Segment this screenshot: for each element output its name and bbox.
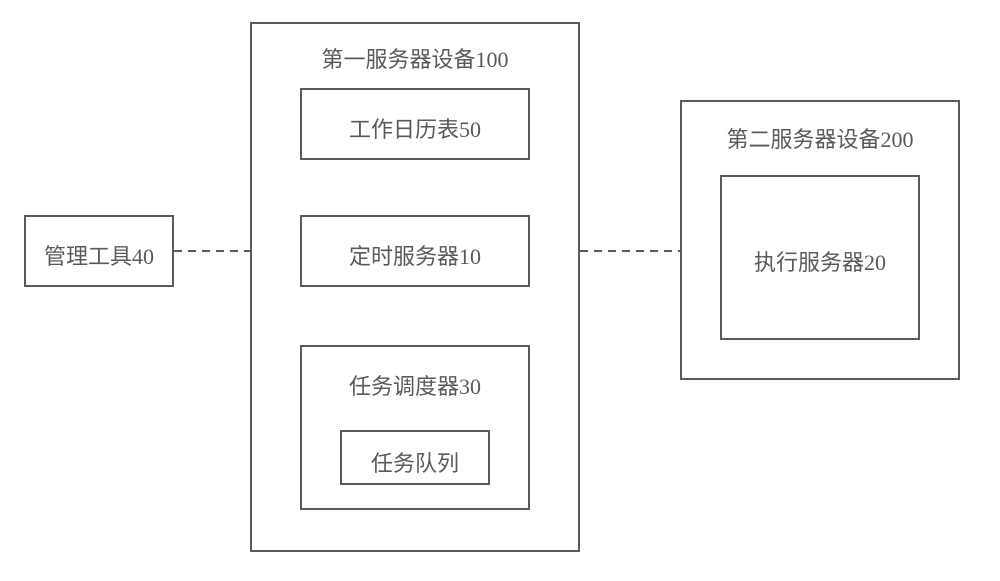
label-exec-server: 执行服务器20 — [754, 245, 886, 277]
node-mgmt-tool: 管理工具40 — [24, 215, 174, 287]
node-work-calendar: 工作日历表50 — [300, 88, 530, 160]
label-work-calendar: 工作日历表50 — [349, 112, 481, 144]
label-timer-server: 定时服务器10 — [349, 239, 481, 271]
diagram-canvas: 管理工具40 第一服务器设备100 工作日历表50 定时服务器10 任务调度器3… — [0, 0, 1000, 581]
label-task-scheduler: 任务调度器30 — [349, 369, 481, 401]
label-mgmt-tool: 管理工具40 — [44, 239, 154, 271]
label-server1: 第一服务器设备100 — [321, 42, 508, 74]
node-task-scheduler: 任务调度器30 — [300, 345, 530, 510]
label-task-queue: 任务队列 — [371, 446, 459, 478]
node-timer-server: 定时服务器10 — [300, 215, 530, 287]
node-task-queue: 任务队列 — [340, 430, 490, 485]
label-server2: 第二服务器设备200 — [726, 122, 913, 154]
node-exec-server: 执行服务器20 — [720, 175, 920, 340]
